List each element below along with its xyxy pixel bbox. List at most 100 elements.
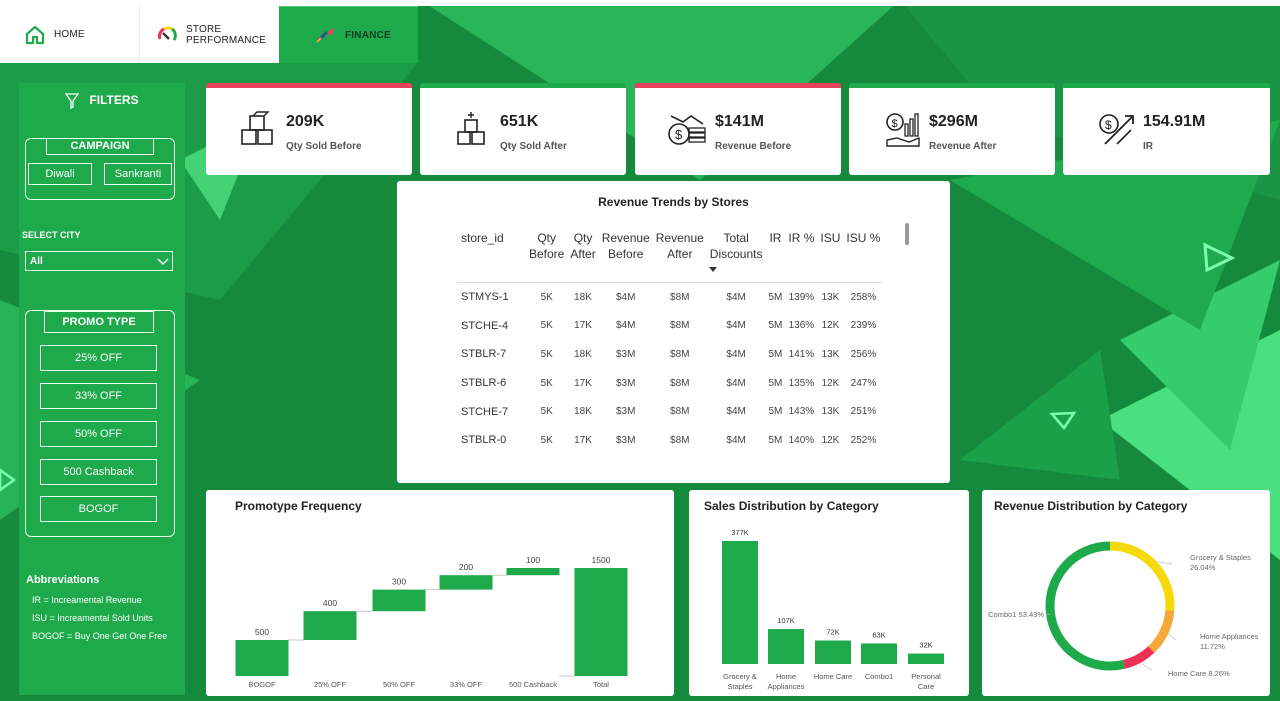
kpi-revenue-before: $ $141M Revenue Before [635, 83, 841, 175]
nav-home[interactable]: HOME [0, 6, 139, 63]
column-header-sorted[interactable]: Total Discounts [706, 226, 766, 283]
boxes-icon [241, 111, 273, 145]
table-row[interactable]: STCHE-4 5K 17K $4M $8M $4M 5M 136% 12K 239% [457, 312, 883, 341]
kpi-revenue-before-label: Revenue Before [715, 141, 792, 152]
table-cell: 17K [574, 320, 592, 332]
column-header[interactable]: Qty After [567, 226, 599, 283]
column-header[interactable]: IR [765, 226, 786, 283]
tick-label: 33% OFF [450, 680, 483, 689]
select-city-label: SELECT CITY [22, 230, 81, 240]
promo-500-cashback-button[interactable]: 500 Cashback [40, 459, 157, 485]
slice-label: Combo1 53.43% [988, 610, 1044, 619]
tick-label: Home Care [814, 672, 852, 681]
table-cell: $3M [616, 406, 636, 418]
kpi-revenue-after: $ $296M Revenue After [849, 83, 1055, 175]
table-row[interactable]: STCHE-7 5K 18K $3M $8M $4M 5M 143% 13K 251% [457, 397, 883, 426]
sales-distribution-chart: 377K Grocery & Staples 107K Home Appliances 72… [722, 528, 944, 691]
table-cell: 139% [788, 291, 815, 303]
table-cell: 5M [768, 291, 783, 303]
chevron-down-icon [157, 258, 169, 265]
table-cell: $4M [726, 320, 746, 332]
kpi-revenue-after-label: Revenue After [929, 141, 997, 152]
revenue-distribution-title: Revenue Distribution by Category [994, 499, 1188, 513]
data-label: 100 [526, 555, 540, 565]
dollar-arrow-icon: $ [1099, 114, 1134, 145]
table-row[interactable]: STBLR-6 5K 17K $3M $8M $4M 5M 135% 12K 247% [457, 369, 883, 398]
table-cell: 252% [850, 434, 877, 446]
nav-store-performance[interactable]: STORE PERFORMANCE [139, 6, 279, 63]
revenue-trends-title: Revenue Trends by Stores [598, 195, 749, 209]
donut-slice [1109, 541, 1175, 611]
promotype-frequency-title: Promotype Frequency [235, 499, 362, 513]
nav-finance-label: FINANCE [345, 29, 391, 41]
table-cell: 12K [821, 434, 840, 446]
table-cell: $8M [670, 377, 690, 389]
table-cell: $4M [616, 320, 636, 332]
table-scrollbar[interactable] [905, 223, 909, 245]
column-header[interactable]: Revenue After [652, 226, 707, 283]
data-label: 32K [919, 641, 932, 650]
city-dropdown-value: All [30, 256, 43, 267]
column-header[interactable]: ISU % [843, 226, 884, 283]
stacked-boxes-icon [457, 112, 485, 145]
tick-label: Grocery & Staples [723, 672, 757, 691]
revenue-trends-panel: Revenue Trends by Stores store_id Qty Be… [397, 181, 950, 483]
table-cell: $4M [616, 291, 636, 303]
sales-distribution-title: Sales Distribution by Category [704, 499, 879, 513]
column-header[interactable]: IR % [785, 226, 818, 283]
filter-icon [65, 93, 80, 110]
bar [506, 568, 560, 576]
table-cell: 5M [768, 377, 783, 389]
column-header[interactable]: store_id [457, 226, 526, 283]
data-label: 72K [826, 628, 839, 637]
table-cell: 5M [768, 434, 783, 446]
rocket-icon [316, 28, 335, 43]
city-dropdown[interactable]: All [25, 251, 173, 271]
promo-type-box [25, 310, 175, 537]
table-cell: 5K [540, 348, 553, 360]
table-row[interactable]: STBLR-0 5K 17K $3M $8M $4M 5M 140% 12K 252% [457, 426, 883, 455]
data-label: 63K [872, 630, 885, 639]
table-row[interactable]: STBLR-7 5K 18K $3M $8M $4M 5M 141% 13K 256% [457, 340, 883, 369]
table-header-row: store_id Qty Before Qty After Revenue Be… [457, 226, 884, 283]
table-cell: $3M [616, 434, 636, 446]
table-cell: STCHE-7 [461, 405, 509, 418]
table-cell: 12K [821, 377, 840, 389]
promo-25-off-button[interactable]: 25% OFF [40, 345, 157, 371]
promo-50-off-button[interactable]: 50% OFF [40, 421, 157, 447]
table-cell: 258% [850, 291, 877, 303]
promotype-frequency-chart: 500 BOGOF 400 25% OFF 300 50% OFF 200 33% OFF 10… [235, 555, 628, 689]
table-cell: STBLR-0 [461, 434, 507, 447]
table-cell: $4M [726, 377, 746, 389]
leader-line [1045, 613, 1051, 616]
abbreviations-title: Abbreviations [26, 574, 100, 586]
leader-line [1157, 561, 1173, 565]
promo-33-off-button[interactable]: 33% OFF [40, 383, 157, 409]
nav-finance[interactable]: FINANCE [279, 6, 418, 63]
campaign-diwali-button[interactable]: Diwali [28, 163, 92, 185]
promo-bogof-button[interactable]: BOGOF [40, 496, 157, 522]
column-header[interactable]: Revenue Before [598, 226, 653, 283]
table-cell: 140% [788, 434, 815, 446]
bar [861, 643, 897, 664]
kpi-ir-value: 154.91M [1143, 113, 1206, 130]
column-header[interactable]: Qty Before [526, 226, 568, 283]
bar [574, 568, 628, 676]
tick-label: 500 Cashback [509, 680, 557, 689]
leader-line [1168, 633, 1177, 641]
revenue-distribution-chart: Grocery & Staples 26.04% Home Appliances 11… [988, 541, 1259, 678]
table-cell: 5K [540, 320, 553, 332]
table-cell: 13K [821, 291, 840, 303]
sales-distribution-panel: Sales Distribution by Category 377K Groce… [689, 490, 969, 696]
bar [235, 640, 289, 676]
campaign-sankranti-button[interactable]: Sankranti [104, 163, 172, 185]
money-growth-icon: $ [886, 113, 920, 147]
abbreviations: Abbreviations IR = Increamental Revenue … [26, 574, 167, 649]
column-header[interactable]: ISU [817, 226, 844, 283]
table-row[interactable]: STMYS-1 5K 18K $4M $8M $4M 5M 139% 13K 258% [457, 283, 883, 312]
table-cell: 5K [540, 406, 553, 418]
table-cell: 13K [821, 406, 840, 418]
donut-slice [1147, 609, 1175, 653]
kpi-revenue-after-value: $296M [929, 113, 978, 130]
bar [372, 589, 426, 612]
